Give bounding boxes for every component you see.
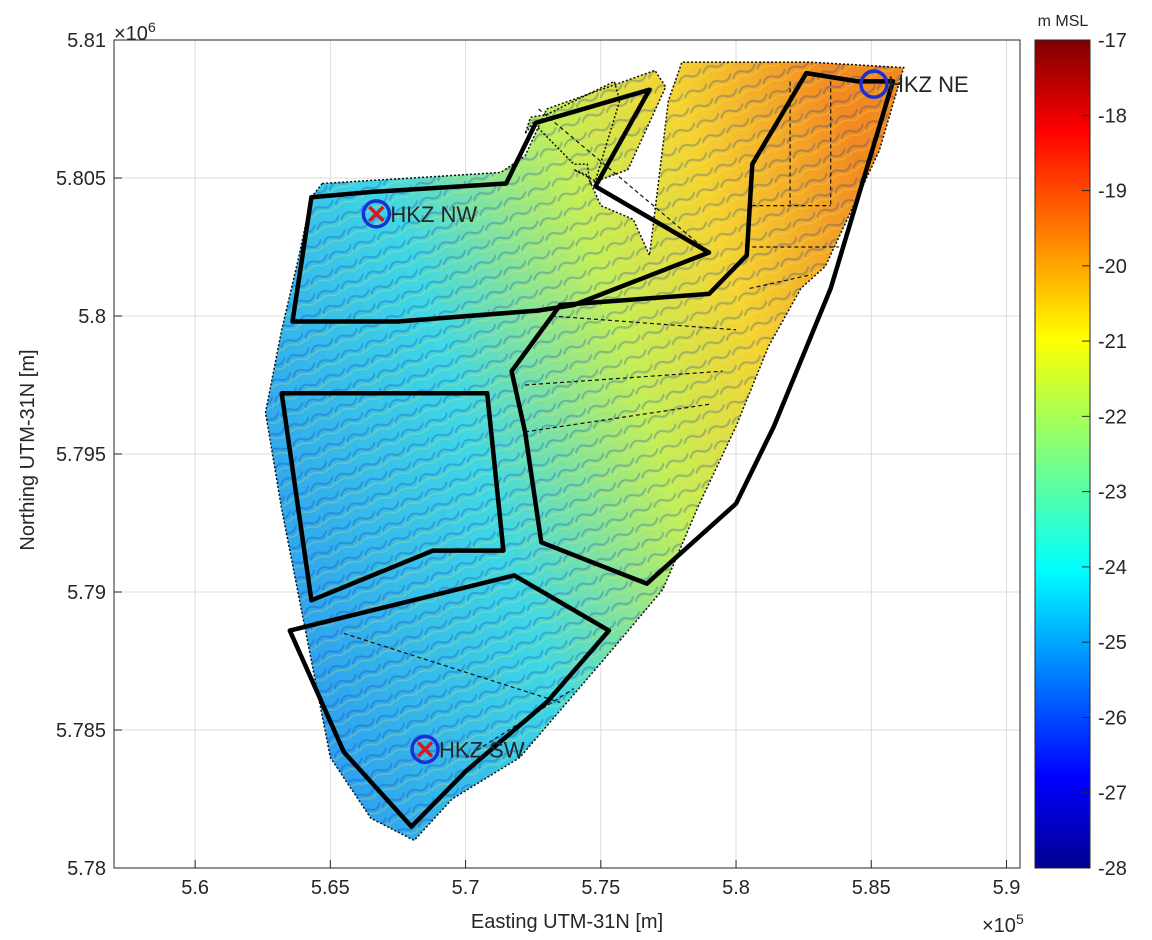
y-axis-label: Northing UTM-31N [m]: [17, 349, 39, 550]
station-circle: [361, 199, 392, 229]
cable-route-line: [552, 315, 737, 331]
station-marker: HKZ NE: [859, 69, 969, 99]
station-cross: [368, 205, 385, 223]
y-axis-ticks: 5.78 5.785 5.79 5.795 5.8 5.805 5.81: [56, 30, 122, 880]
station-marker: HKZ SW: [410, 734, 525, 765]
colorbar-tick-label: -19: [1098, 181, 1127, 203]
bathymetry-layer: HKZ NE HKZ NW HKZ SW: [264, 61, 969, 842]
station-label: HKZ NW: [390, 202, 477, 227]
x-tick-label: 5.9: [993, 877, 1021, 899]
colorbar-tick-label: -24: [1098, 557, 1127, 579]
colorbar-ticks: -17 -18 -19 -20 -21 -22 -23 -24 -25 -26 -27 -28: [1082, 30, 1127, 880]
y-tick-label: 5.8: [78, 306, 106, 328]
cable-route-line: [538, 108, 710, 253]
colorbar-tick-label: -25: [1098, 632, 1127, 654]
colorbar-tick-label: -18: [1098, 105, 1127, 127]
station-marker: HKZ NW: [361, 199, 477, 229]
colorbar-tick-label: -26: [1098, 707, 1127, 729]
svg-text:×105: ×105: [982, 911, 1024, 937]
station-cross: [416, 741, 434, 758]
colorbar-tick-label: -27: [1098, 783, 1127, 805]
x-axis-ticks: 5.6 5.65 5.7 5.75 5.8 5.85 5.9: [181, 860, 1020, 899]
x-exponent-base: ×10: [982, 915, 1016, 937]
colorbar: m MSL -17-18-19-20-21-22-23-24-25-26-27-…: [1034, 13, 1127, 880]
y-tick-label: 5.795: [56, 444, 106, 466]
x-tick-label: 5.7: [452, 877, 480, 899]
colorbar-tick-label: -20: [1098, 256, 1127, 278]
y-tick-label: 5.785: [56, 720, 106, 742]
wind-farm-zone-outline: [509, 70, 896, 586]
colorbar-tick-label: -21: [1098, 331, 1127, 353]
y-exponent-label: ×106: [114, 19, 156, 45]
y-tick-label: 5.805: [56, 168, 106, 190]
station-circle: [410, 734, 440, 765]
wind-farm-zone-outline: [279, 391, 506, 603]
cable-route-line: [525, 403, 710, 433]
cable-route-line: [343, 632, 561, 703]
colorbar-tick-label: -17: [1098, 30, 1127, 52]
colorbar-tick-label: -23: [1098, 482, 1127, 504]
station-label: HKZ NE: [888, 72, 969, 97]
x-axis-label: Easting UTM-31N [m]: [471, 911, 663, 933]
x-tick-label: 5.75: [581, 877, 620, 899]
x-exponent-label: ×105: [982, 911, 1024, 937]
wind-farm-zone-outline: [287, 573, 612, 829]
x-tick-label: 5.8: [722, 877, 750, 899]
svg-text:×106: ×106: [114, 19, 156, 45]
cable-route-line: [525, 370, 723, 386]
y-tick-label: 5.81: [67, 30, 106, 52]
colorbar-tick-label: -28: [1098, 858, 1127, 880]
y-exponent-power: 6: [148, 19, 156, 35]
station-circle: [859, 69, 889, 99]
cable-route-line: [749, 274, 812, 289]
x-exponent-power: 5: [1016, 911, 1024, 927]
wind-farm-zone-outline: [290, 87, 712, 324]
y-tick-label: 5.79: [67, 582, 106, 604]
station-label: HKZ SW: [439, 737, 525, 762]
colorbar-tick-label: -22: [1098, 406, 1127, 428]
x-tick-label: 5.6: [181, 877, 209, 899]
y-exponent-base: ×10: [114, 23, 148, 45]
x-tick-label: 5.65: [311, 877, 350, 899]
x-tick-label: 5.85: [852, 877, 891, 899]
colorbar-title: m MSL: [1038, 13, 1089, 30]
colorbar-gradient: [1034, 39, 1091, 869]
y-tick-label: 5.78: [67, 858, 106, 880]
